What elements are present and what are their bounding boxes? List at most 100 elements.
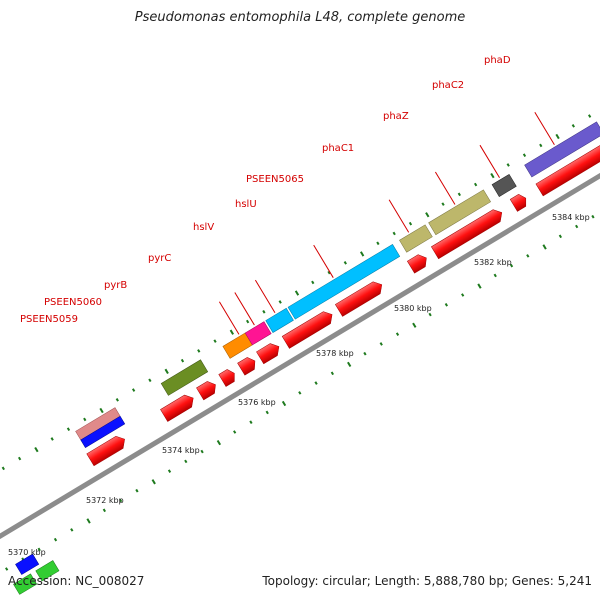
tick-mark bbox=[294, 290, 300, 296]
tick-mark bbox=[17, 456, 22, 461]
gene-pyrb[interactable] bbox=[265, 307, 294, 333]
gene-hslu[interactable] bbox=[428, 189, 491, 236]
tick-mark bbox=[539, 143, 543, 148]
gene-context-blue[interactable] bbox=[80, 415, 126, 448]
tick-mark bbox=[148, 378, 152, 383]
tick-mark bbox=[115, 398, 119, 402]
scale-labels: 5370 kbp 5372 kbp 5374 kbp 5376 kbp 5378… bbox=[8, 213, 590, 557]
tick-mark bbox=[99, 407, 104, 414]
tick-mark bbox=[558, 234, 563, 239]
tick-mark bbox=[408, 221, 413, 226]
label-phac2[interactable]: phaC2 bbox=[432, 80, 464, 91]
leader-line bbox=[218, 301, 240, 335]
tick-mark bbox=[135, 488, 139, 493]
tick-mark bbox=[428, 312, 432, 317]
reverse-gene-arrow[interactable] bbox=[86, 433, 128, 467]
tick-mark bbox=[298, 391, 302, 395]
tick-mark bbox=[70, 528, 74, 532]
reverse-gene-arrow[interactable] bbox=[281, 309, 335, 349]
gene-phac1[interactable] bbox=[524, 121, 600, 178]
tick-mark bbox=[575, 224, 579, 229]
inner-tick-row bbox=[5, 214, 595, 571]
reverse-gene-arrow[interactable] bbox=[406, 252, 430, 274]
tick-mark bbox=[50, 437, 54, 441]
reverse-strand-genes bbox=[86, 134, 600, 467]
tick-mark bbox=[506, 163, 510, 167]
gene-context-olive[interactable] bbox=[160, 359, 209, 396]
tick-mark bbox=[197, 349, 201, 353]
tick-mark bbox=[477, 283, 482, 289]
tick-mark bbox=[53, 537, 58, 542]
tick-mark bbox=[542, 244, 547, 250]
label-pyrc[interactable]: pyrC bbox=[148, 253, 171, 264]
reverse-gene-arrow[interactable] bbox=[237, 355, 259, 376]
label-phac1[interactable]: phaC1 bbox=[322, 143, 354, 154]
label-pyrb[interactable]: pyrB bbox=[104, 280, 127, 291]
label-leader-lines bbox=[218, 111, 555, 335]
reverse-gene-arrow[interactable] bbox=[256, 340, 282, 365]
gene-pseen5060[interactable] bbox=[244, 321, 272, 346]
leader-line bbox=[479, 144, 500, 179]
reverse-gene-arrow[interactable] bbox=[218, 367, 238, 387]
tick-mark bbox=[131, 388, 136, 392]
tick-mark bbox=[343, 261, 347, 265]
tick-mark bbox=[347, 361, 352, 368]
label-phaz[interactable]: phaZ bbox=[383, 111, 409, 122]
reverse-gene-arrow[interactable] bbox=[196, 379, 219, 401]
scale-label-5372: 5372 kbp bbox=[86, 496, 124, 505]
scale-label-5382: 5382 kbp bbox=[474, 258, 512, 267]
tick-mark bbox=[490, 172, 495, 179]
label-phad[interactable]: phaD bbox=[484, 55, 511, 66]
scale-label-5370: 5370 kbp bbox=[8, 548, 46, 557]
leader-line bbox=[254, 279, 276, 313]
gene-context-green-lower-1[interactable] bbox=[13, 573, 38, 595]
scale-label-5376: 5376 kbp bbox=[238, 398, 276, 407]
tick-mark bbox=[588, 114, 592, 118]
label-pseen5065[interactable]: PSEEN5065 bbox=[246, 174, 304, 185]
tick-mark bbox=[457, 192, 461, 197]
tick-mark bbox=[314, 381, 318, 385]
tick-mark bbox=[522, 153, 527, 157]
leader-line bbox=[534, 111, 555, 146]
label-pseen5059[interactable]: PSEEN5059 bbox=[20, 314, 78, 325]
gene-pseen5065[interactable] bbox=[491, 173, 517, 197]
tick-mark bbox=[311, 280, 315, 285]
leader-line bbox=[313, 244, 334, 278]
tick-mark bbox=[555, 133, 560, 140]
tick-mark bbox=[591, 214, 595, 219]
gene-pyrc[interactable] bbox=[287, 244, 401, 320]
reverse-gene-arrow[interactable] bbox=[160, 392, 196, 422]
gene-context-blue-lower[interactable] bbox=[15, 553, 40, 575]
label-pseen5060[interactable]: PSEEN5060 bbox=[44, 297, 102, 308]
tick-mark bbox=[184, 459, 188, 464]
tick-mark bbox=[213, 339, 217, 343]
label-hslu[interactable]: hslU bbox=[235, 199, 257, 210]
tick-mark bbox=[330, 371, 335, 376]
tick-mark bbox=[571, 124, 575, 128]
tick-mark bbox=[37, 547, 41, 552]
tick-mark bbox=[233, 430, 237, 434]
scale-label-5374: 5374 kbp bbox=[162, 446, 200, 455]
reverse-gene-arrow[interactable] bbox=[334, 279, 385, 317]
tick-mark bbox=[363, 351, 367, 356]
tick-mark bbox=[83, 417, 87, 422]
tick-mark bbox=[167, 469, 172, 473]
leader-line bbox=[234, 292, 255, 326]
tick-mark bbox=[102, 508, 106, 513]
tick-mark bbox=[473, 182, 478, 187]
reverse-gene-arrow[interactable] bbox=[509, 192, 529, 212]
scale-label-5378: 5378 kbp bbox=[316, 349, 354, 358]
tick-mark bbox=[262, 309, 266, 314]
reverse-gene-arrow[interactable] bbox=[430, 207, 505, 260]
tick-mark bbox=[151, 479, 156, 485]
label-hslv[interactable]: hslV bbox=[193, 222, 214, 233]
tick-mark bbox=[86, 518, 91, 524]
outer-tick-row bbox=[1, 114, 592, 471]
gene-context-green-lower-2[interactable] bbox=[35, 560, 60, 582]
leader-line bbox=[434, 171, 456, 205]
leader-line bbox=[388, 199, 410, 233]
gene-hslv[interactable] bbox=[399, 224, 433, 253]
reverse-gene-arrow[interactable] bbox=[535, 134, 600, 197]
